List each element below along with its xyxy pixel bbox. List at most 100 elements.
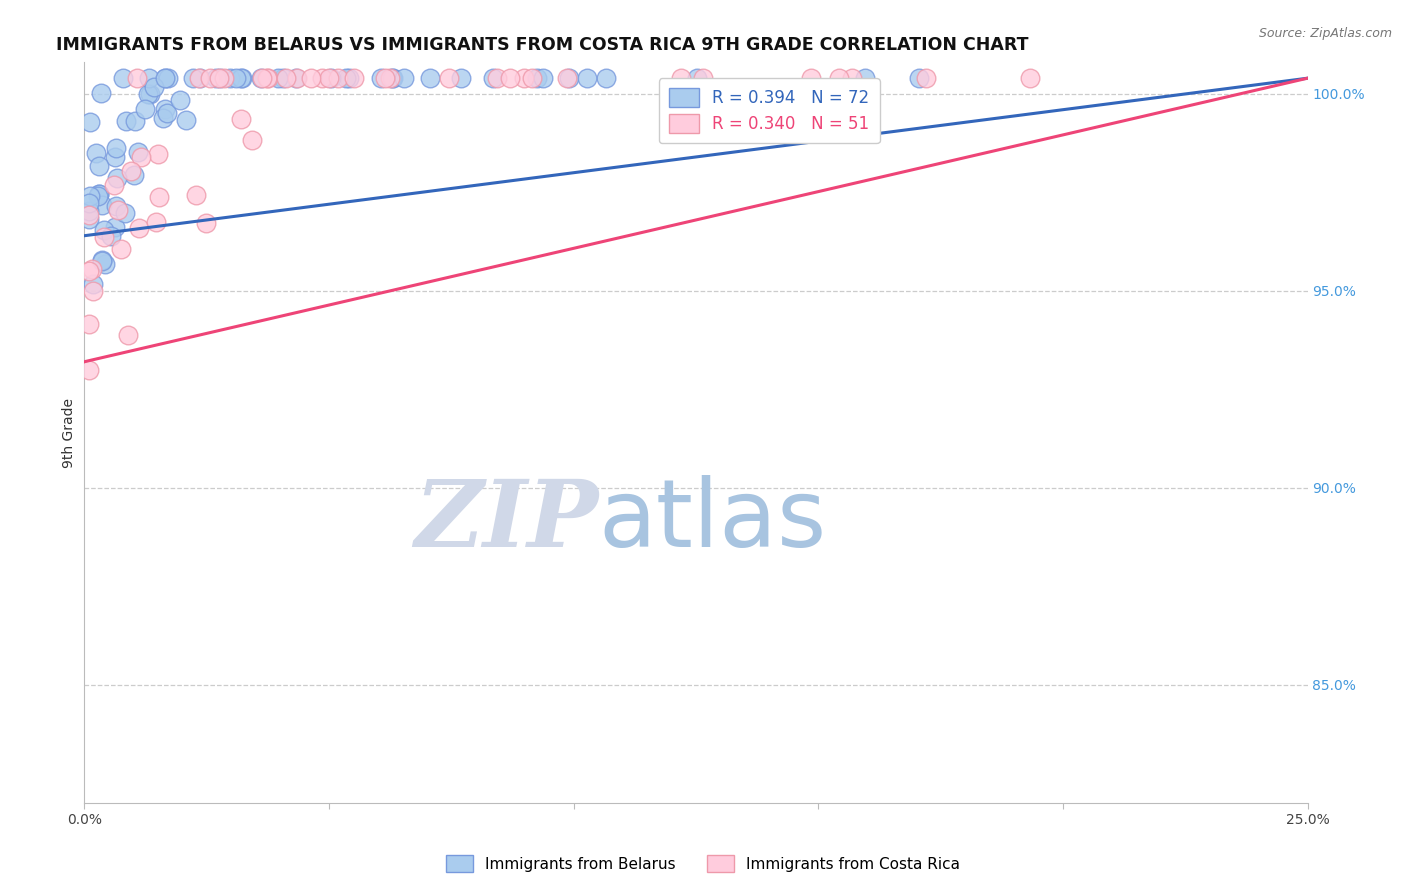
- Point: [174, 112, 197, 127]
- Point: [250, 71, 273, 86]
- Point: [131, 149, 153, 163]
- Text: IMMIGRANTS FROM BELARUS VS IMMIGRANTS FROM COSTA RICA 9TH GRADE CORRELATION CHAR: IMMIGRANTS FROM BELARUS VS IMMIGRANTS FR…: [56, 36, 1029, 54]
- Point: [107, 203, 129, 218]
- Point: [576, 71, 599, 86]
- Point: [1019, 71, 1042, 86]
- Point: [112, 71, 135, 86]
- Point: [318, 71, 340, 86]
- Point: [231, 71, 253, 86]
- Point: [86, 188, 108, 202]
- Point: [122, 168, 145, 182]
- Point: [79, 189, 101, 203]
- Point: [128, 221, 150, 235]
- Point: [513, 71, 536, 86]
- Point: [104, 150, 127, 164]
- Point: [89, 186, 111, 201]
- Point: [84, 145, 107, 160]
- Point: [77, 203, 100, 218]
- Point: [212, 71, 235, 86]
- Point: [231, 71, 253, 86]
- Point: [79, 115, 101, 129]
- Point: [257, 71, 280, 86]
- Point: [204, 71, 226, 86]
- Point: [156, 106, 179, 120]
- Point: [419, 71, 441, 86]
- Point: [94, 257, 117, 271]
- Point: [105, 171, 128, 186]
- Point: [188, 71, 211, 86]
- Point: [77, 317, 100, 331]
- Point: [271, 71, 294, 86]
- Point: [188, 71, 211, 86]
- Point: [274, 71, 297, 86]
- Point: [378, 71, 401, 86]
- Text: Source: ZipAtlas.com: Source: ZipAtlas.com: [1258, 27, 1392, 40]
- Point: [526, 71, 548, 86]
- Point: [110, 242, 132, 256]
- Point: [343, 71, 366, 86]
- Point: [370, 71, 392, 86]
- Legend: Immigrants from Belarus, Immigrants from Costa Rica: Immigrants from Belarus, Immigrants from…: [439, 847, 967, 880]
- Point: [326, 71, 349, 86]
- Point: [139, 87, 162, 102]
- Point: [148, 189, 170, 203]
- Point: [93, 223, 115, 237]
- Point: [87, 159, 110, 173]
- Point: [145, 214, 167, 228]
- Point: [482, 71, 505, 86]
- Point: [669, 71, 692, 86]
- Point: [531, 71, 554, 86]
- Point: [184, 187, 207, 202]
- Point: [224, 71, 246, 86]
- Point: [208, 71, 231, 86]
- Point: [127, 145, 149, 160]
- Point: [91, 253, 114, 268]
- Point: [77, 195, 100, 210]
- Point: [134, 102, 156, 116]
- Point: [153, 71, 176, 86]
- Point: [381, 71, 404, 86]
- Point: [229, 112, 252, 127]
- Point: [120, 164, 142, 178]
- Point: [155, 102, 177, 116]
- Point: [80, 262, 103, 277]
- Point: [105, 141, 128, 155]
- Point: [194, 216, 217, 230]
- Point: [117, 328, 139, 343]
- Point: [335, 71, 357, 86]
- Point: [169, 93, 191, 107]
- Point: [284, 71, 307, 86]
- Point: [136, 87, 159, 102]
- Point: [93, 229, 115, 244]
- Point: [90, 86, 112, 100]
- Point: [148, 146, 170, 161]
- Point: [82, 277, 104, 291]
- Point: [77, 362, 100, 376]
- Point: [82, 284, 104, 298]
- Point: [125, 71, 148, 86]
- Point: [256, 71, 278, 86]
- Point: [240, 132, 263, 146]
- Text: ZIP: ZIP: [413, 476, 598, 566]
- Point: [381, 71, 404, 86]
- Point: [198, 71, 221, 86]
- Point: [100, 228, 122, 243]
- Point: [800, 71, 823, 86]
- Point: [499, 71, 522, 86]
- Text: atlas: atlas: [598, 475, 827, 567]
- Point: [250, 71, 273, 86]
- Point: [114, 206, 136, 220]
- Point: [685, 71, 707, 86]
- Point: [828, 71, 851, 86]
- Point: [914, 71, 936, 86]
- Point: [156, 71, 179, 86]
- Point: [219, 71, 242, 86]
- Point: [853, 71, 876, 86]
- Point: [77, 207, 100, 221]
- Point: [114, 113, 136, 128]
- Point: [91, 254, 114, 268]
- Point: [394, 71, 416, 86]
- Point: [266, 71, 288, 86]
- Point: [152, 111, 174, 125]
- Point: [486, 71, 509, 86]
